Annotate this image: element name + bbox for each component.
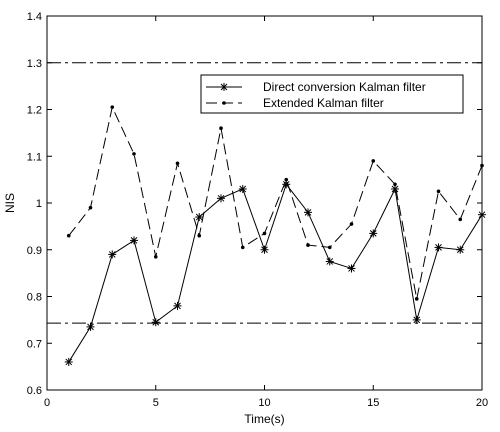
data-point-star: [391, 184, 399, 193]
data-point-star: [456, 245, 465, 254]
x-axis-label: Time(s): [244, 412, 284, 426]
x-tick-label: 20: [476, 397, 488, 409]
data-point-dot: [284, 177, 289, 182]
data-point-dot: [306, 243, 310, 247]
data-point-star: [108, 250, 117, 259]
data-point-star: [64, 357, 73, 366]
legend-label-direct: Direct conversion Kalman filter: [263, 80, 426, 94]
data-point-star: [347, 264, 356, 273]
y-tick-label: 1.3: [27, 58, 42, 70]
data-point-dot: [110, 105, 115, 109]
data-point-dot: [132, 152, 136, 156]
y-tick-label: 1.1: [27, 151, 42, 163]
data-point-dot: [371, 159, 376, 163]
y-tick-label: 0.7: [27, 338, 42, 350]
data-point-dot: [262, 231, 267, 236]
series-line-0: [68, 183, 483, 363]
tick-layer: 0 5 10 15 20 0.6 0.7 0.8 0.9 1 1.1 1.2 1.3 1.4: [27, 11, 488, 409]
y-tick-label: 1.4: [27, 11, 42, 23]
data-point-star: [173, 301, 182, 310]
data-point-dot: [327, 245, 332, 250]
legend-star-marker: [220, 83, 228, 91]
data-point-dot: [153, 254, 158, 259]
data-point-dot: [219, 126, 223, 130]
data-point-dot: [66, 233, 71, 238]
data-point-star: [217, 194, 225, 203]
data-point-star: [434, 243, 443, 252]
legend-dot-marker: [222, 101, 226, 105]
data-point-dot: [349, 222, 354, 226]
series-layer: [64, 105, 486, 366]
legend: Direct conversion Kalman filter Extended…: [200, 74, 464, 114]
legend-marker-extended: [222, 101, 226, 105]
x-tick-label: 15: [367, 397, 379, 409]
data-point-dot: [414, 297, 419, 301]
y-tick-label: 0.6: [27, 385, 42, 397]
data-point-dot: [393, 182, 397, 187]
x-tick-label: 10: [258, 397, 270, 409]
reference-lines: [47, 62, 482, 324]
data-point-dot: [175, 161, 180, 166]
y-tick-label: 1.2: [27, 105, 42, 117]
data-point-star: [86, 322, 95, 331]
legend-label-extended: Extended Kalman filter: [263, 96, 384, 110]
data-point-dot: [480, 163, 484, 168]
data-point-star: [130, 236, 138, 245]
plot-area: [46, 15, 483, 391]
data-point-star: [260, 245, 269, 254]
data-point-star: [369, 229, 378, 238]
y-axis-label: NIS: [3, 193, 17, 213]
data-point-star: [325, 257, 334, 266]
data-point-star: [478, 210, 486, 219]
data-point-dot: [197, 233, 202, 238]
data-point-star: [304, 208, 312, 217]
data-point-star: [195, 213, 204, 222]
data-point-dot: [240, 245, 245, 250]
data-point-star: [151, 318, 160, 327]
y-tick-label: 0.8: [27, 292, 42, 304]
series-line-1: [68, 105, 483, 299]
data-point-star: [412, 315, 421, 324]
data-point-dot: [436, 189, 441, 194]
x-tick-label: 5: [153, 397, 159, 409]
data-point-dot: [88, 205, 93, 210]
x-tick-label: 0: [44, 397, 50, 409]
data-point-dot: [458, 217, 463, 222]
legend-marker-direct: [220, 83, 228, 91]
legend-box: [200, 74, 464, 114]
data-point-star: [238, 184, 247, 193]
y-tick-label: 1: [36, 198, 42, 210]
y-tick-label: 0.9: [27, 245, 42, 257]
